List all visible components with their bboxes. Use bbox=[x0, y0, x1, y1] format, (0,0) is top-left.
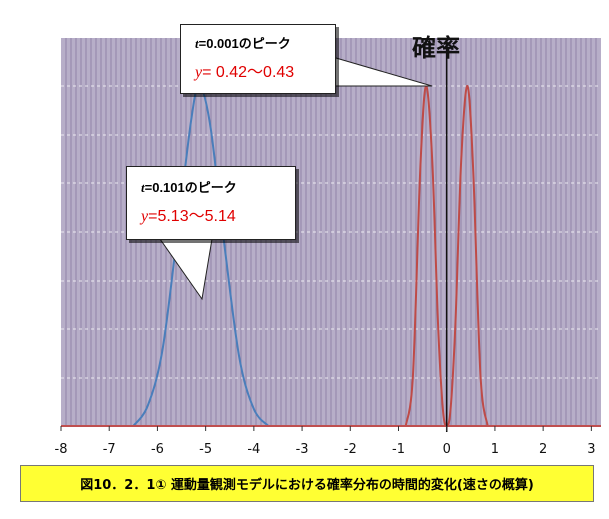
x-tick-label: -7 bbox=[103, 442, 116, 457]
peak-callout-red: t=0.001のピーク y= 0.42～0.43 bbox=[180, 24, 336, 94]
x-tick-label: -8 bbox=[55, 442, 68, 457]
grid bbox=[61, 38, 601, 426]
y-variable: y bbox=[195, 64, 203, 81]
x-tick-label: 2 bbox=[539, 442, 547, 457]
y-value: =5.13～5.14 bbox=[148, 208, 236, 225]
y-variable: y bbox=[141, 208, 149, 225]
x-tick-labels: -8 -7 -6 -5 -4 -3 -2 -1 0 1 2 3 bbox=[55, 442, 596, 457]
callout-time-label: t=0.001のピーク bbox=[195, 33, 335, 52]
callout-position-label: y=5.13～5.14 bbox=[141, 202, 295, 226]
x-tick-label: -3 bbox=[296, 442, 309, 457]
callout-time-label: t=0.101のピーク bbox=[141, 177, 295, 196]
x-tick-label: 0 bbox=[443, 442, 451, 457]
x-tick-label: -5 bbox=[199, 442, 212, 457]
x-tick-label: -6 bbox=[151, 442, 164, 457]
x-tick-label: 1 bbox=[491, 442, 499, 457]
t-value: =0.101のピーク bbox=[144, 180, 237, 195]
peak-callout-blue: t=0.101のピーク y=5.13～5.14 bbox=[126, 166, 296, 240]
x-tick-label: -1 bbox=[392, 442, 405, 457]
x-tick-label: 3 bbox=[587, 442, 595, 457]
figure-caption: 図10．2．1① 運動量観測モデルにおける確率分布の時間的変化(速さの概算) bbox=[20, 465, 594, 502]
t-variable: t bbox=[141, 180, 145, 195]
x-tick-label: -4 bbox=[247, 442, 260, 457]
t-variable: t bbox=[195, 36, 199, 51]
callout-position-label: y= 0.42～0.43 bbox=[195, 58, 335, 82]
y-axis-title: 確率 bbox=[412, 34, 460, 62]
axes bbox=[60, 38, 601, 432]
t-value: =0.001のピーク bbox=[198, 36, 291, 51]
x-tick-label: -2 bbox=[344, 442, 357, 457]
y-value: = 0.42～0.43 bbox=[202, 64, 295, 81]
